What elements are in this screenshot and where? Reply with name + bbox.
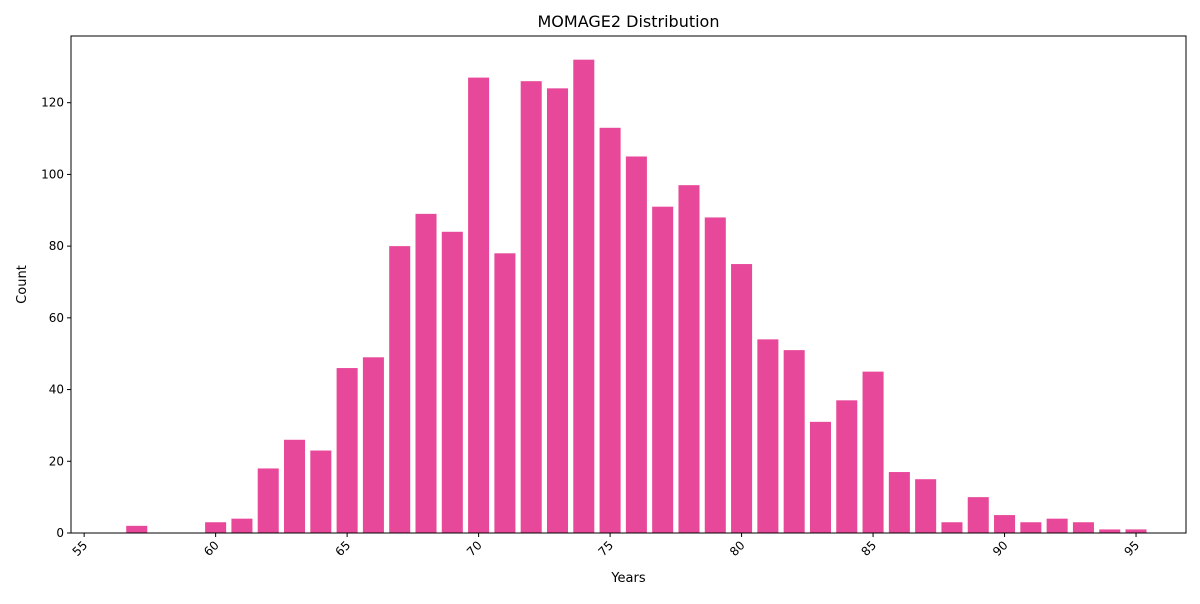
bar-68 bbox=[415, 213, 437, 533]
y-axis-label: Count bbox=[15, 265, 30, 304]
y-tick-label: 100 bbox=[41, 167, 64, 181]
bar-94 bbox=[1099, 529, 1121, 533]
x-tick-label: 90 bbox=[990, 538, 1011, 559]
bar-57 bbox=[126, 525, 148, 533]
x-tick-label: 70 bbox=[464, 538, 485, 559]
bar-95 bbox=[1125, 529, 1147, 533]
bar-62 bbox=[257, 468, 279, 533]
x-tick-label: 55 bbox=[70, 538, 91, 559]
bar-81 bbox=[757, 339, 779, 533]
bar-86 bbox=[888, 472, 910, 533]
y-tick-label: 60 bbox=[49, 311, 64, 325]
x-tick-label: 60 bbox=[201, 538, 222, 559]
bar-72 bbox=[520, 81, 542, 533]
bar-90 bbox=[994, 515, 1016, 533]
bar-83 bbox=[809, 421, 831, 533]
bar-69 bbox=[441, 231, 463, 533]
bar-87 bbox=[915, 479, 937, 533]
bar-73 bbox=[546, 88, 569, 533]
bar-78 bbox=[678, 185, 700, 533]
y-tick-label: 0 bbox=[56, 526, 64, 540]
bar-74 bbox=[573, 59, 595, 534]
bar-89 bbox=[967, 497, 989, 533]
x-axis-label: Years bbox=[610, 571, 646, 586]
bar-93 bbox=[1072, 522, 1094, 533]
bar-85 bbox=[862, 371, 884, 533]
bar-75 bbox=[599, 127, 621, 534]
bar-77 bbox=[652, 206, 674, 533]
bars-group bbox=[126, 59, 1147, 534]
chart-title: MOMAGE2 Distribution bbox=[538, 12, 720, 31]
y-tick-label: 40 bbox=[49, 383, 64, 397]
bar-60 bbox=[205, 522, 227, 533]
bar-91 bbox=[1020, 522, 1042, 533]
bar-66 bbox=[362, 357, 384, 533]
plot-area-frame bbox=[70, 35, 1187, 534]
bar-88 bbox=[941, 522, 963, 533]
y-tick-label: 20 bbox=[49, 454, 64, 468]
bar-71 bbox=[494, 253, 516, 533]
bar-67 bbox=[389, 246, 411, 533]
bar-79 bbox=[704, 217, 726, 533]
y-axis: 0 20 40 60 80 100 120 bbox=[41, 96, 71, 540]
bar-64 bbox=[310, 450, 332, 533]
x-tick-label: 80 bbox=[727, 538, 748, 559]
bar-70 bbox=[468, 77, 490, 534]
x-tick-label: 85 bbox=[858, 538, 879, 559]
bar-61 bbox=[231, 518, 253, 533]
bar-63 bbox=[284, 439, 306, 533]
bar-80 bbox=[731, 264, 753, 533]
bar-84 bbox=[836, 400, 858, 533]
y-tick-label: 80 bbox=[49, 239, 64, 253]
x-tick-label: 95 bbox=[1121, 538, 1142, 559]
x-tick-label: 75 bbox=[596, 538, 617, 559]
bar-76 bbox=[625, 156, 647, 533]
y-tick-label: 120 bbox=[41, 96, 64, 110]
x-tick-label: 65 bbox=[333, 538, 354, 559]
x-axis: 55 60 65 70 75 80 85 90 95 bbox=[70, 533, 1142, 559]
bar-65 bbox=[336, 368, 358, 533]
bar-92 bbox=[1046, 518, 1068, 533]
bar-82 bbox=[783, 350, 805, 533]
